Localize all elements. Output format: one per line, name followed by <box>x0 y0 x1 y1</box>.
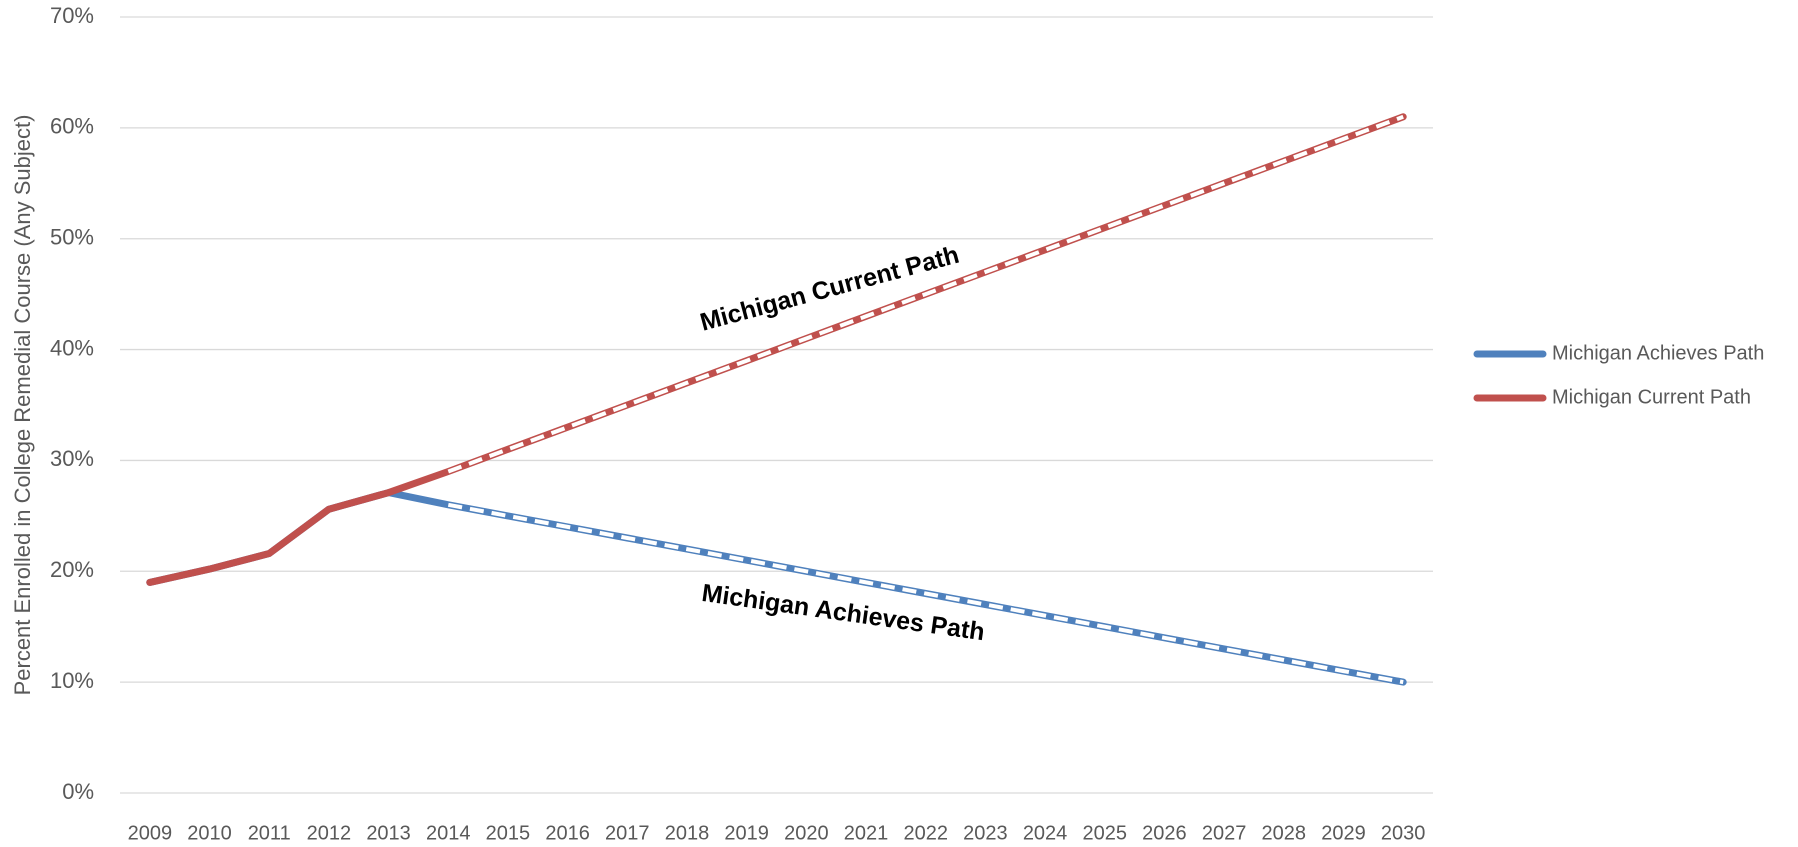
y-tick-label: 20% <box>50 557 94 582</box>
y-tick-label: 40% <box>50 335 94 360</box>
y-tick-label: 30% <box>50 446 94 471</box>
series-line <box>146 489 1407 686</box>
x-tick-label: 2024 <box>1023 822 1068 844</box>
x-tick-label: 2029 <box>1321 822 1366 844</box>
x-tick-label: 2016 <box>545 822 590 844</box>
x-tick-label: 2018 <box>665 822 710 844</box>
y-axis-label: Percent Enrolled in College Remedial Cou… <box>10 115 35 696</box>
x-tick-label: 2012 <box>307 822 352 844</box>
y-tick-label: 70% <box>50 3 94 28</box>
x-tick-label: 2013 <box>366 822 411 844</box>
x-tick-label: 2014 <box>426 822 471 844</box>
y-tick-label: 10% <box>50 668 94 693</box>
x-tick-label: 2023 <box>963 822 1008 844</box>
x-tick-label: 2015 <box>486 822 531 844</box>
x-tick-label: 2017 <box>605 822 650 844</box>
x-tick-label: 2022 <box>903 822 948 844</box>
y-tick-label: 50% <box>50 225 94 250</box>
x-tick-label: 2027 <box>1202 822 1247 844</box>
x-tick-label: 2019 <box>724 822 769 844</box>
x-tick-label: 2026 <box>1142 822 1187 844</box>
x-tick-label: 2025 <box>1083 822 1128 844</box>
x-tick-label: 2021 <box>844 822 889 844</box>
x-tick-label: 2030 <box>1381 822 1426 844</box>
legend-label: Michigan Current Path <box>1552 386 1751 408</box>
y-tick-label: 60% <box>50 114 94 139</box>
x-tick-label: 2020 <box>784 822 829 844</box>
annotation: Michigan Achieves Path <box>700 579 986 646</box>
projection-dash <box>447 114 1404 474</box>
x-tick-label: 2028 <box>1262 822 1307 844</box>
x-tick-label: 2009 <box>128 822 173 844</box>
legend-label: Michigan Achieves Path <box>1552 342 1764 364</box>
x-tick-label: 2011 <box>248 822 291 844</box>
y-tick-label: 0% <box>62 779 94 804</box>
projection-dash <box>447 502 1404 685</box>
x-tick-label: 2010 <box>187 822 232 844</box>
annotation: Michigan Current Path <box>697 241 962 337</box>
